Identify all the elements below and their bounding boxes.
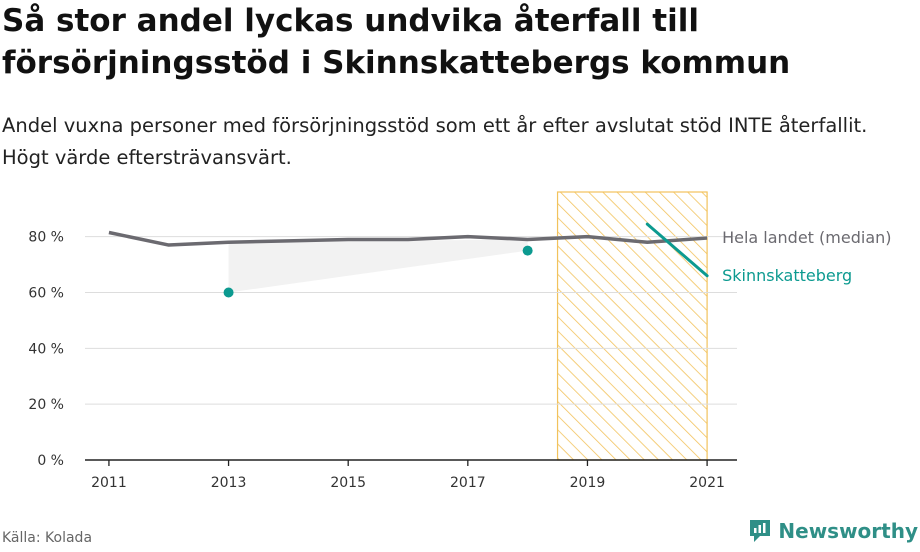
x-tick-label: 2019	[570, 475, 606, 491]
y-tick-label: 80 %	[28, 230, 64, 246]
y-tick-label: 20 %	[28, 397, 64, 413]
source-note: Källa: Kolada	[2, 530, 93, 546]
data-point-skinnskatteberg	[522, 245, 533, 256]
x-tick-label: 2013	[211, 475, 247, 491]
y-tick-label: 60 %	[28, 286, 64, 302]
highlight-period	[556, 191, 708, 461]
newsworthy-logo-icon	[750, 520, 771, 542]
chart-title: Så stor andel lyckas undvika återfall ti…	[2, 3, 791, 81]
x-tick-label: 2015	[330, 475, 366, 491]
series-line-national	[108, 230, 708, 247]
y-tick-label: 40 %	[28, 341, 64, 357]
chart-subtitle: Andel vuxna personer med försörjningsstö…	[2, 114, 868, 169]
x-tick-label: 2011	[91, 475, 127, 491]
x-tick-label: 2021	[689, 475, 725, 491]
series-label-national: Hela landet (median)	[722, 228, 891, 247]
brand-name: Newsworthy	[778, 519, 918, 543]
y-tick-label: 0 %	[37, 453, 64, 469]
series-line-skinnskatteberg	[645, 222, 709, 278]
data-point-skinnskatteberg	[223, 287, 234, 298]
brand-logo: Newsworthy	[748, 518, 918, 544]
series-label-skinnskatteberg: Skinnskatteberg	[722, 266, 852, 285]
gap-area	[228, 239, 528, 293]
x-tick-label: 2017	[450, 475, 486, 491]
